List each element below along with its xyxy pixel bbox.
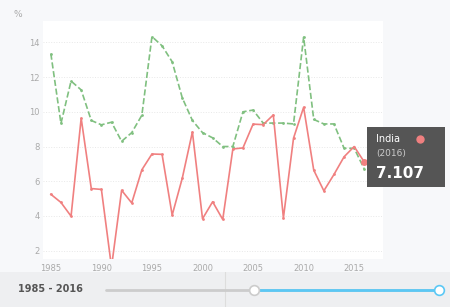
Text: 7.107: 7.107 <box>376 166 424 181</box>
Text: %: % <box>14 10 22 19</box>
Text: (2016): (2016) <box>376 149 406 158</box>
Text: India: India <box>376 134 400 144</box>
Text: 1985 - 2016: 1985 - 2016 <box>18 284 83 293</box>
